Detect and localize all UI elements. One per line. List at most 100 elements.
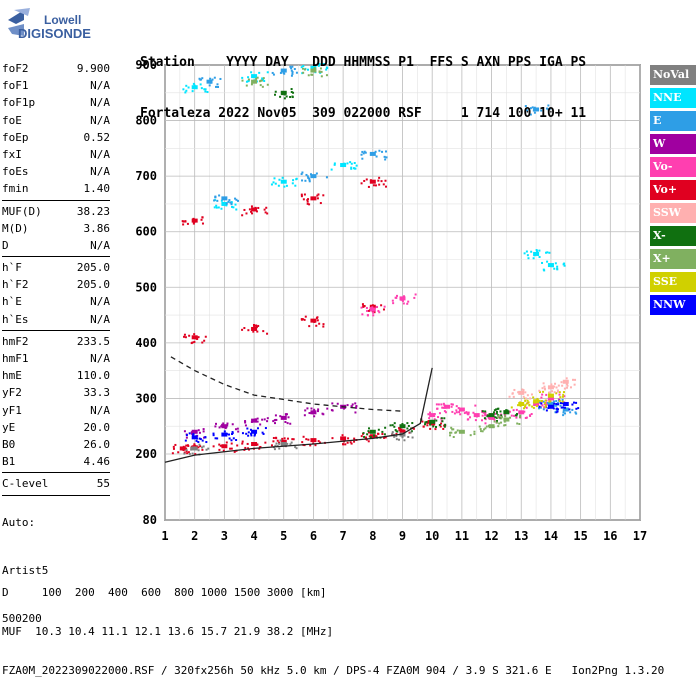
echo-speck: [172, 447, 175, 450]
echo-speck: [230, 201, 233, 204]
echo-speck: [276, 439, 279, 442]
echo-speck: [522, 389, 525, 392]
echo-point-x-: [310, 68, 317, 73]
echo-point-x-: [280, 90, 287, 95]
echo-speck: [203, 339, 206, 342]
echo-point-vo-: [458, 407, 465, 412]
echo-speck: [563, 412, 566, 415]
param-row: C-level 55: [2, 475, 110, 492]
echo-speck: [216, 437, 219, 440]
echo-speck: [247, 76, 250, 79]
echo-speck: [270, 444, 273, 447]
echo-speck: [246, 442, 249, 445]
echo-speck: [398, 429, 401, 432]
echo-speck: [372, 311, 375, 314]
echo-speck: [538, 399, 541, 402]
echo-speck: [439, 425, 442, 428]
echo-speck: [305, 173, 308, 176]
echo-speck: [256, 330, 259, 333]
echo-speck: [575, 407, 578, 410]
echo-speck: [259, 79, 262, 82]
echo-speck: [223, 430, 226, 433]
echo-speck: [525, 402, 528, 405]
echo-speck: [533, 111, 536, 114]
param-name: D: [2, 238, 9, 252]
echo-speck: [561, 398, 564, 401]
echo-speck: [273, 177, 276, 180]
echo-speck: [495, 412, 498, 415]
echo-speck: [487, 425, 490, 428]
echo-speck: [234, 203, 237, 206]
echo-speck: [529, 397, 532, 400]
echo-speck: [542, 390, 545, 393]
echo-speck: [318, 62, 321, 65]
echo-speck: [303, 68, 306, 71]
echo-speck: [377, 309, 380, 312]
param-row: h`E N/A: [2, 293, 110, 310]
echo-speck: [318, 322, 321, 325]
echo-speck: [499, 410, 502, 413]
echo-speck: [384, 436, 387, 439]
y-tick-label: 900: [135, 58, 157, 72]
echo-speck: [378, 311, 381, 314]
echo-speck: [562, 406, 565, 409]
echo-speck: [458, 411, 461, 414]
echo-speck: [266, 417, 269, 420]
echo-speck: [530, 250, 533, 253]
param-row: foEp 0.52: [2, 129, 110, 146]
echo-speck: [205, 448, 208, 451]
echo-speck: [278, 178, 281, 181]
param-name: MUF(D): [2, 204, 42, 218]
echo-speck: [395, 433, 398, 436]
echo-speck: [185, 84, 188, 87]
echo-speck: [270, 183, 273, 186]
echo-speck: [369, 436, 372, 439]
param-value: 110.0: [76, 369, 110, 383]
echo-speck: [538, 249, 541, 252]
echo-speck: [247, 447, 250, 450]
echo-speck: [427, 421, 430, 424]
echo-speck: [286, 442, 289, 445]
echo-speck: [391, 432, 394, 435]
param-row: M(D) 3.86: [2, 220, 110, 237]
echo-speck: [493, 409, 496, 412]
echo-speck: [331, 402, 334, 405]
echo-speck: [313, 415, 316, 418]
echo-speck: [393, 435, 396, 438]
echo-speck: [562, 391, 565, 394]
echo-speck: [521, 388, 524, 391]
echo-speck: [438, 412, 441, 415]
echo-speck: [350, 162, 353, 165]
echo-speck: [314, 439, 317, 442]
echo-speck: [452, 435, 455, 438]
echo-speck: [375, 305, 378, 308]
echo-speck: [410, 430, 413, 433]
echo-speck: [424, 423, 427, 426]
param-row: hmE 110.0: [2, 367, 110, 384]
echo-speck: [535, 249, 538, 252]
echo-speck: [509, 416, 512, 419]
echo-speck: [220, 199, 223, 202]
echo-speck: [472, 411, 475, 414]
echo-speck: [183, 430, 186, 433]
echo-speck: [241, 76, 244, 79]
param-name: hmE: [2, 369, 22, 383]
echo-speck: [304, 315, 307, 318]
param-value: 205.0: [76, 261, 110, 275]
echo-speck: [545, 107, 548, 110]
echo-speck: [393, 422, 396, 425]
echo-speck: [193, 340, 196, 343]
echo-speck: [281, 176, 284, 179]
echo-speck: [273, 93, 276, 96]
echo-speck: [561, 395, 564, 398]
echo-speck: [201, 446, 204, 449]
echo-speck: [403, 439, 406, 442]
echo-speck: [219, 444, 222, 447]
echo-speck: [362, 432, 365, 435]
echo-speck: [266, 420, 269, 423]
echo-speck: [250, 83, 253, 86]
echo-speck: [484, 414, 487, 417]
echo-speck: [402, 295, 405, 298]
echo-speck: [526, 109, 529, 112]
echo-speck: [444, 423, 447, 426]
